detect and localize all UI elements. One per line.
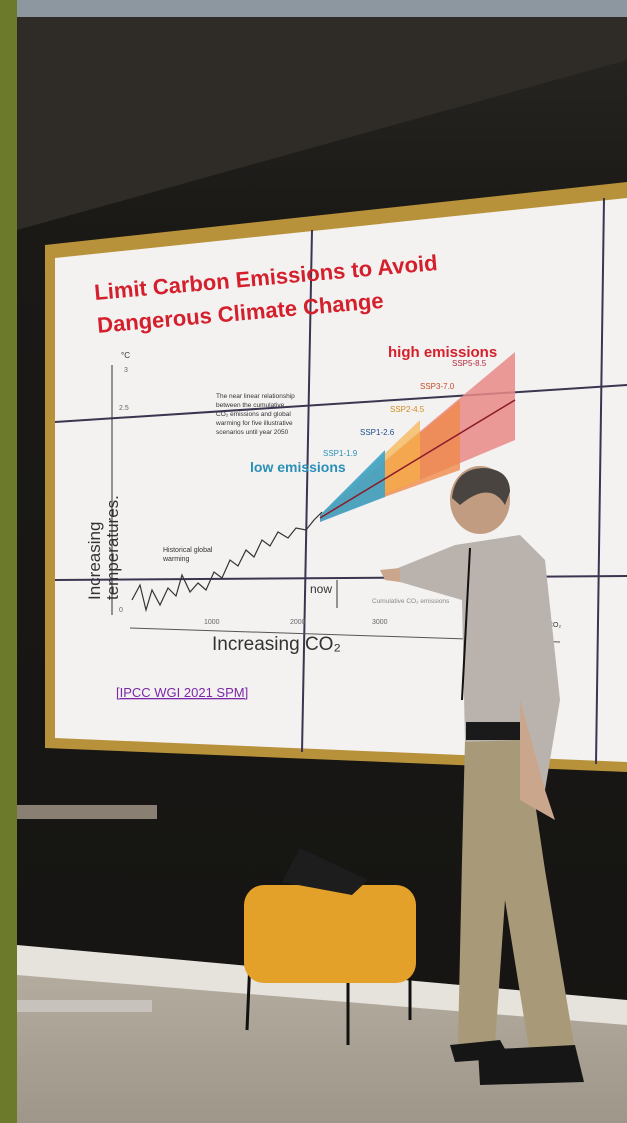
scenario-label: SSP5-8.5 — [452, 359, 487, 368]
y-label: temperatures. — [103, 495, 122, 600]
annotation: Historical global — [163, 547, 213, 554]
page: Limit Carbon Emissions to Avoid Dangerou… — [0, 0, 627, 1123]
tick-label: 1000 — [204, 619, 220, 626]
note: The near linear relationship between the… — [215, 393, 295, 436]
photo: Limit Carbon Emissions to Avoid Dangerou… — [0, 0, 627, 1123]
note-line: The near linear relationship — [216, 393, 295, 400]
top-bar — [0, 0, 627, 17]
note-line: CO₂ emissions and global — [216, 411, 291, 418]
side-bar — [0, 0, 17, 1123]
note-line: warming for five illustrative — [215, 420, 293, 427]
x-label: Increasing CO₂ — [212, 634, 341, 655]
tick-label: 2.5 — [119, 405, 129, 412]
note-line: scenarios until year 2050 — [216, 429, 289, 436]
low-label: low emissions — [250, 459, 346, 475]
stool — [244, 885, 416, 983]
note-line: between the cumulative — [216, 402, 285, 409]
scenario-label: SSP2-4.5 — [390, 405, 425, 414]
unit: °C — [121, 351, 130, 360]
y-label: Increasing — [85, 522, 104, 600]
now-label: now — [310, 582, 332, 596]
scenario-label: SSP1-2.6 — [360, 428, 395, 437]
tick-label: 3 — [124, 367, 128, 374]
belt — [466, 722, 521, 740]
tick-label: 2000 — [290, 619, 306, 626]
tick-label: 3000 — [372, 619, 388, 626]
x-caption: Cumulative CO₂ emissions — [372, 598, 450, 605]
side-table — [17, 805, 157, 819]
annotation: warming — [162, 556, 190, 563]
scenario-label: SSP1-1.9 — [323, 449, 358, 458]
shoe — [478, 1045, 584, 1085]
scenario-label: SSP3-7.0 — [420, 382, 455, 391]
tick-label: 0 — [119, 607, 123, 614]
citation: [IPCC WGI 2021 SPM] — [116, 685, 248, 700]
floor-stand — [17, 1000, 152, 1012]
